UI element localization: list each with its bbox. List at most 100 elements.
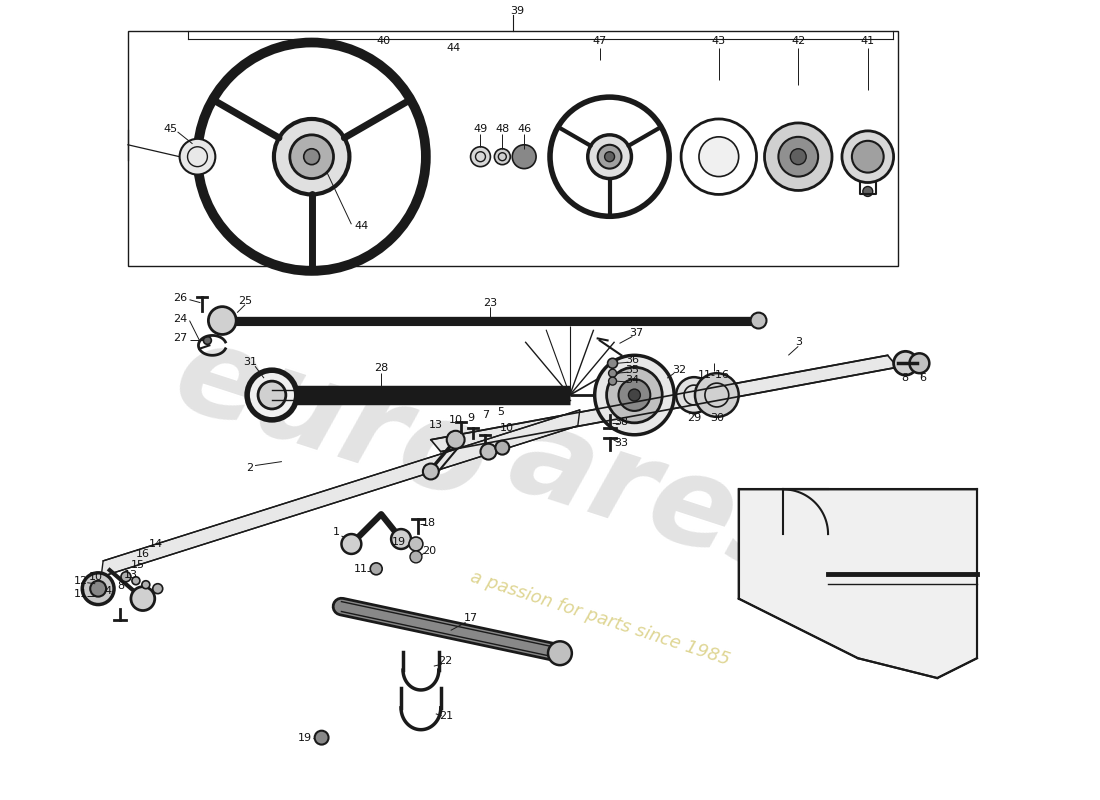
- Text: 12: 12: [74, 576, 88, 586]
- Text: 19: 19: [392, 537, 406, 547]
- Text: 6: 6: [918, 373, 926, 383]
- Circle shape: [608, 370, 616, 377]
- Circle shape: [208, 306, 236, 334]
- Text: 29: 29: [686, 413, 701, 423]
- Text: 24: 24: [174, 314, 188, 323]
- Circle shape: [341, 534, 361, 554]
- Text: 10: 10: [500, 423, 515, 433]
- Text: 36: 36: [626, 355, 639, 366]
- Text: 41: 41: [860, 35, 875, 46]
- Circle shape: [153, 584, 163, 594]
- Text: 34: 34: [626, 375, 639, 385]
- Text: 32: 32: [672, 366, 686, 375]
- Circle shape: [779, 137, 818, 177]
- Text: 44: 44: [447, 43, 460, 54]
- Text: 11-16: 11-16: [697, 370, 730, 380]
- Text: 11: 11: [75, 589, 88, 598]
- Circle shape: [248, 370, 297, 420]
- Text: 25: 25: [238, 296, 252, 306]
- Text: 14: 14: [148, 539, 163, 549]
- Polygon shape: [739, 490, 977, 678]
- Circle shape: [790, 149, 806, 165]
- Circle shape: [258, 381, 286, 409]
- Circle shape: [481, 444, 496, 459]
- Circle shape: [204, 337, 211, 344]
- Text: 39: 39: [510, 6, 525, 16]
- Circle shape: [494, 149, 510, 165]
- Circle shape: [304, 149, 320, 165]
- Circle shape: [695, 373, 739, 417]
- Text: 5: 5: [497, 407, 504, 417]
- Circle shape: [676, 377, 712, 413]
- Text: 48: 48: [495, 124, 509, 134]
- Polygon shape: [101, 410, 580, 577]
- Text: 40: 40: [376, 35, 390, 46]
- Text: 28: 28: [374, 363, 388, 374]
- Circle shape: [409, 537, 422, 551]
- Circle shape: [90, 581, 106, 597]
- Text: 43: 43: [712, 35, 726, 46]
- Circle shape: [750, 313, 767, 329]
- Text: 10: 10: [449, 415, 463, 425]
- Text: 19: 19: [298, 733, 311, 742]
- Circle shape: [121, 572, 131, 582]
- Text: 44: 44: [354, 222, 368, 231]
- Circle shape: [82, 573, 114, 605]
- Text: 11: 11: [354, 564, 368, 574]
- Circle shape: [447, 430, 464, 449]
- Circle shape: [471, 146, 491, 166]
- Text: 33: 33: [615, 438, 628, 448]
- Circle shape: [179, 139, 216, 174]
- Circle shape: [274, 119, 350, 194]
- Circle shape: [142, 581, 150, 589]
- Circle shape: [607, 358, 617, 368]
- Text: 22: 22: [439, 656, 453, 666]
- Text: 27: 27: [174, 334, 188, 343]
- Circle shape: [605, 152, 615, 162]
- Circle shape: [371, 563, 382, 574]
- Circle shape: [410, 551, 422, 563]
- Polygon shape: [431, 355, 898, 452]
- Circle shape: [628, 389, 640, 401]
- Text: 31: 31: [243, 358, 257, 367]
- Circle shape: [289, 135, 333, 178]
- Text: 15: 15: [131, 560, 145, 570]
- Text: 8: 8: [118, 581, 124, 590]
- Text: 18: 18: [421, 518, 436, 528]
- Circle shape: [851, 141, 883, 173]
- Circle shape: [698, 137, 739, 177]
- Circle shape: [893, 351, 917, 375]
- Text: 4: 4: [104, 586, 112, 596]
- Text: 45: 45: [164, 124, 178, 134]
- Text: 9: 9: [468, 413, 474, 423]
- Circle shape: [587, 135, 631, 178]
- Circle shape: [132, 577, 140, 585]
- Text: ares: ares: [495, 394, 823, 604]
- Text: euro: euro: [161, 313, 503, 527]
- Circle shape: [862, 186, 872, 197]
- Circle shape: [422, 463, 439, 479]
- Circle shape: [608, 377, 616, 385]
- Circle shape: [495, 441, 509, 454]
- Text: 47: 47: [593, 35, 607, 46]
- Text: 26: 26: [174, 293, 188, 302]
- Text: 7: 7: [482, 410, 490, 420]
- Text: 37: 37: [629, 329, 644, 338]
- Circle shape: [606, 367, 662, 423]
- Circle shape: [618, 379, 650, 411]
- Text: 13: 13: [124, 570, 138, 580]
- Text: 16: 16: [135, 549, 150, 559]
- Text: 38: 38: [615, 417, 628, 427]
- Circle shape: [548, 642, 572, 665]
- Text: 21: 21: [439, 710, 453, 721]
- Circle shape: [910, 354, 930, 373]
- Text: 13: 13: [429, 420, 443, 430]
- Text: 46: 46: [517, 124, 531, 134]
- Circle shape: [392, 529, 411, 549]
- Text: 30: 30: [710, 413, 724, 423]
- Circle shape: [131, 586, 155, 610]
- Text: 49: 49: [473, 124, 487, 134]
- Text: 10: 10: [89, 572, 103, 582]
- Bar: [128, 30, 898, 266]
- Text: 2: 2: [246, 462, 254, 473]
